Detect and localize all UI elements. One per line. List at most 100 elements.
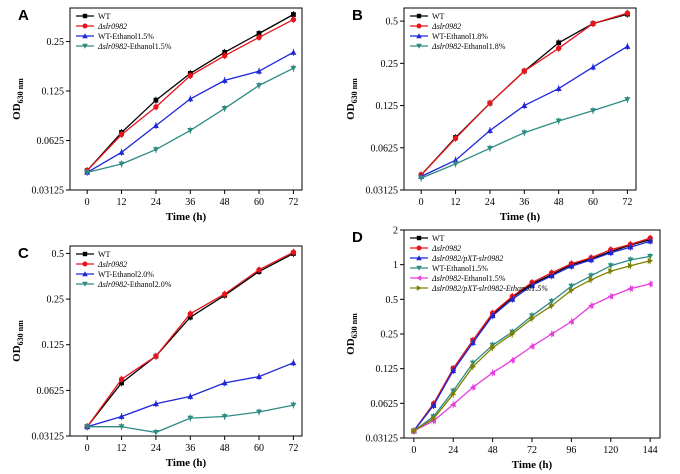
legend-label: WT	[98, 12, 111, 21]
legend-label: WT-Ethanol1.8%	[432, 32, 488, 41]
data-point	[624, 43, 631, 49]
data-point	[521, 130, 528, 136]
data-point	[84, 169, 91, 176]
legend-marker	[82, 43, 88, 49]
data-point	[549, 302, 555, 309]
legend-marker	[416, 235, 422, 241]
y-tick-label: 0.03125	[32, 432, 65, 443]
data-point	[187, 415, 194, 422]
data-point	[290, 16, 297, 23]
legend: WTΔslr0982WT-Ethanol1.5%Δslr0982-Ethanol…	[76, 12, 172, 51]
data-point	[290, 402, 297, 409]
x-tick-label: 0	[411, 445, 416, 456]
panel-d: 0 24 48 72 96 120 144 0.03125 0.0625 0.125 0.25 0.5…	[345, 226, 661, 471]
legend-label: WT	[98, 250, 111, 259]
y-tick-label: 0.0625	[371, 399, 399, 410]
panel-letter: A	[18, 7, 29, 24]
data-point	[568, 287, 575, 294]
data-point	[118, 161, 125, 167]
y-tick-label: 0.0625	[37, 136, 65, 147]
series-line	[413, 283, 651, 432]
plot-frame	[69, 245, 303, 437]
data-point	[411, 427, 417, 434]
data-point	[152, 430, 159, 436]
data-point	[469, 384, 476, 391]
x-tick-label: 24	[151, 197, 161, 208]
data-point	[647, 238, 654, 244]
series-6	[411, 257, 654, 435]
x-tick-label: 60	[254, 197, 264, 208]
data-point	[118, 149, 125, 155]
data-point	[489, 312, 496, 319]
series-line	[420, 98, 628, 179]
data-point	[84, 424, 91, 430]
legend-label: WT-Ethanol1.5%	[98, 32, 154, 41]
y-tick-label: 0.0625	[371, 143, 399, 154]
data-point	[555, 45, 562, 51]
legend: WT Δslr0982WT-Ethanol1.8%Δslr0982-Ethanol…	[410, 12, 506, 51]
legend-marker	[416, 33, 422, 39]
data-point	[607, 263, 614, 269]
data-point	[555, 85, 562, 92]
data-point	[221, 379, 228, 386]
legend-label: Δslr0982/pXT-slr0982-Ethanol1.5%	[431, 284, 548, 293]
data-point	[291, 12, 296, 17]
data-point	[555, 118, 562, 125]
data-point	[452, 157, 459, 163]
legend-label: Δslr0982	[431, 244, 461, 253]
data-point	[588, 273, 595, 279]
data-point	[118, 376, 125, 382]
data-point	[509, 331, 516, 337]
data-point	[568, 283, 575, 290]
legend-label-part: WT	[432, 12, 445, 21]
y-tick-label: 0.125	[42, 340, 65, 351]
legend-marker	[82, 271, 88, 277]
data-point	[221, 414, 228, 420]
y-tick-label: 0.0625	[37, 386, 65, 397]
y-tick-label: 0.25	[381, 59, 399, 70]
legend-label-part: WT-Ethanol1.5%	[98, 32, 154, 41]
series-4	[84, 401, 297, 436]
data-point	[470, 363, 476, 370]
data-point	[607, 293, 614, 300]
legend-marker	[416, 13, 422, 19]
data-point	[256, 68, 263, 74]
y-tick-label: 0.5	[386, 17, 399, 28]
legend-label: Δslr0982-Ethanol2.0%	[97, 280, 172, 289]
legend-label-part: WT-Ethanol1.5%	[432, 264, 488, 273]
x-tick-label: 48	[488, 445, 498, 456]
y-tick-label: 0.25	[47, 37, 65, 48]
x-tick-label: 60	[254, 443, 264, 454]
panel-a: 0 12 24 36 48 60 72 0.03125 0.0625 0.125 0.25 Time …	[11, 7, 303, 223]
data-point	[529, 343, 535, 350]
plot-frame	[69, 7, 303, 191]
legend-marker	[416, 245, 422, 251]
x-tick-label: 12	[117, 443, 127, 454]
data-point	[221, 77, 228, 83]
x-tick-label: 12	[117, 197, 127, 208]
data-point	[153, 97, 159, 103]
data-point	[152, 147, 159, 153]
data-point	[588, 302, 594, 309]
data-point	[487, 100, 493, 106]
data-point	[509, 357, 515, 364]
data-point	[187, 95, 194, 102]
data-point	[290, 249, 297, 255]
y-tick-label: 0.03125	[366, 186, 399, 197]
data-point	[548, 272, 555, 279]
y-axis-title-sub: 630 nm	[16, 78, 25, 103]
data-point	[256, 34, 262, 41]
data-point	[521, 68, 527, 74]
y-tick-label: 0.25	[381, 330, 399, 341]
legend-marker	[416, 285, 422, 291]
data-point	[153, 353, 159, 359]
data-point	[290, 49, 297, 55]
legend-label: Δslr0982-Ethanol1.8%	[431, 42, 506, 51]
legend-label-part: Δslr0982	[431, 42, 461, 51]
data-point	[221, 291, 228, 297]
legend-label-part: Δslr0982	[97, 42, 127, 51]
data-point	[431, 415, 437, 422]
x-tick-label: 48	[554, 197, 564, 208]
data-point	[221, 106, 228, 112]
